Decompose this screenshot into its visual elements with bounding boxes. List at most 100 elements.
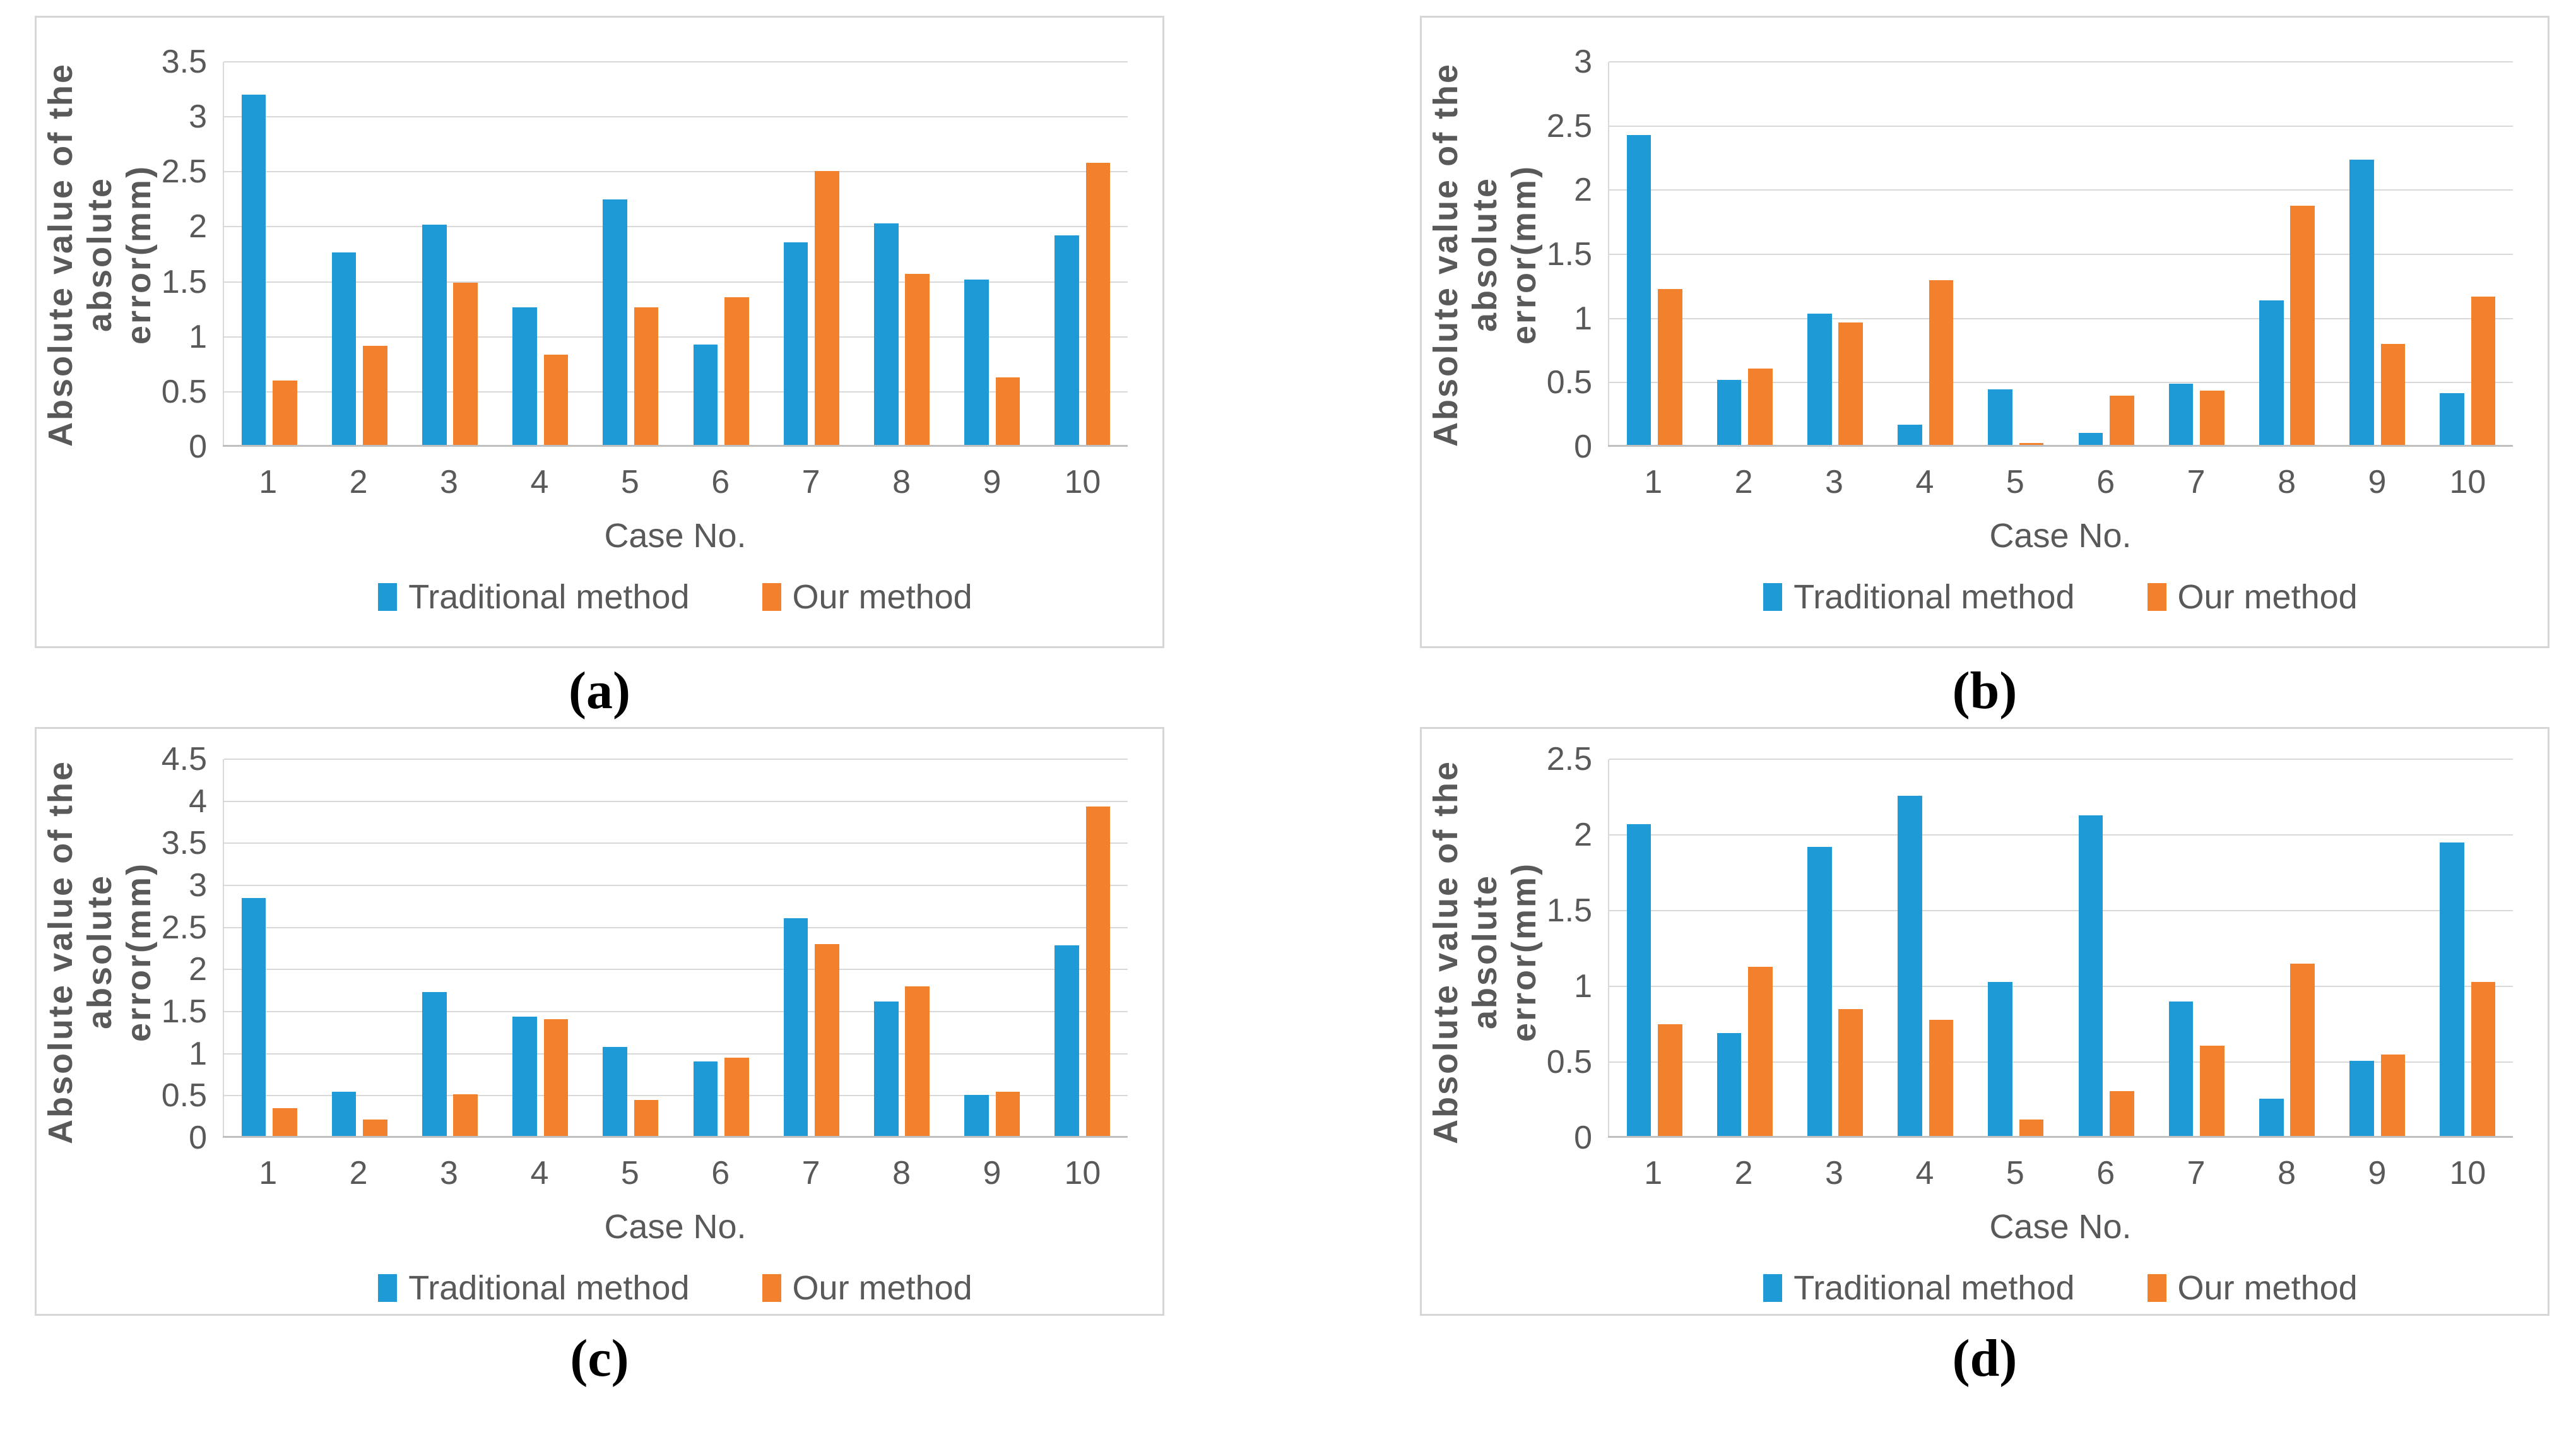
gridline bbox=[1609, 61, 2513, 62]
y-tick-label: 1 bbox=[1574, 300, 1592, 337]
plot-column: 1 2 3 4 5 6 7 8 9 10 Case No. Traditional method Our… bbox=[223, 759, 1128, 1308]
x-tick-label: 6 bbox=[2096, 464, 2115, 500]
bar-our-case-3 bbox=[1838, 1009, 1864, 1136]
chart-panel-b: Absolute value of the absolute error(mm) 3… bbox=[1420, 16, 2549, 648]
y-tick-label: 1.5 bbox=[1546, 892, 1592, 929]
bar-our-case-8 bbox=[905, 274, 930, 445]
x-tick-label: 8 bbox=[2278, 464, 2296, 500]
gridline bbox=[224, 336, 1128, 338]
bar-our-case-9 bbox=[995, 377, 1020, 445]
plot-column: 1 2 3 4 5 6 7 8 9 10 Case No. Traditional method Our… bbox=[223, 61, 1128, 617]
bar-traditional-case-9 bbox=[964, 280, 989, 445]
gridline bbox=[224, 759, 1128, 760]
x-axis-line bbox=[223, 1136, 1128, 1138]
bar-traditional-case-5 bbox=[1988, 389, 2013, 445]
bar-traditional-case-3 bbox=[422, 992, 447, 1136]
y-tick-label: 4.5 bbox=[161, 741, 207, 777]
y-tick-label: 2.5 bbox=[161, 153, 207, 191]
x-axis-title: Case No. bbox=[1989, 517, 2132, 555]
gridline bbox=[224, 842, 1128, 844]
gridline bbox=[1609, 189, 2513, 191]
bar-our-case-3 bbox=[1838, 322, 1864, 445]
x-tick-label: 2 bbox=[1734, 1155, 1753, 1191]
bar-our-case-1 bbox=[272, 1108, 297, 1136]
bar-traditional-case-1 bbox=[241, 898, 266, 1136]
gridline bbox=[1609, 254, 2513, 255]
y-tick-label: 0 bbox=[1574, 428, 1592, 465]
y-axis-title: Absolute value of the absolute error(mm) bbox=[1427, 759, 1543, 1144]
y-tick-label: 1.5 bbox=[161, 993, 207, 1030]
bar-our-case-10 bbox=[2471, 297, 2496, 445]
x-axis-ticks: 1 2 3 4 5 6 7 8 9 10 bbox=[1608, 463, 2513, 500]
bar-our-case-10 bbox=[1085, 806, 1111, 1136]
y-axis-title-line: Absolute value of the absolute bbox=[41, 759, 119, 1144]
bar-our-case-10 bbox=[1085, 163, 1111, 445]
bar-traditional-case-6 bbox=[693, 1061, 718, 1136]
bar-traditional-case-4 bbox=[1898, 425, 1922, 445]
figure-row-top: Absolute value of the absolute error(mm) 3… bbox=[35, 16, 2549, 718]
chart-body: Absolute value of the absolute error(mm) 3… bbox=[42, 44, 1128, 621]
legend: Traditional method Our method bbox=[1608, 577, 2513, 617]
legend-label: Traditional method bbox=[1793, 1269, 2075, 1307]
y-tick-label: 1 bbox=[189, 318, 207, 355]
legend-swatch-icon bbox=[1763, 583, 1783, 611]
legend-item-traditional: Traditional method bbox=[378, 1268, 690, 1308]
bar-our-case-9 bbox=[2380, 344, 2406, 445]
plot-area bbox=[223, 759, 1128, 1138]
x-tick-label: 4 bbox=[1915, 464, 1934, 500]
chart-panel-d: Absolute value of the absolute error(mm) 2… bbox=[1420, 727, 2549, 1316]
y-axis-ticks: 2.5 2 1.5 1 0.5 0 bbox=[1523, 741, 1592, 1156]
bar-traditional-case-3 bbox=[1807, 847, 1832, 1136]
legend-item-traditional: Traditional method bbox=[378, 577, 690, 617]
bar-traditional-case-5 bbox=[603, 1047, 628, 1136]
chart-cell-d: Absolute value of the absolute error(mm) 2… bbox=[1420, 727, 2549, 1385]
y-tick-label: 2 bbox=[1574, 817, 1592, 853]
y-tick-label: 1 bbox=[1574, 968, 1592, 1005]
chart-cell-c: Absolute value of the absolute error(mm) 4… bbox=[35, 727, 1164, 1385]
gridline bbox=[224, 926, 1128, 928]
x-tick-label: 7 bbox=[801, 464, 820, 500]
y-axis-ticks: 3.5 3 2.5 2 1.5 1 0.5 0 bbox=[138, 44, 207, 465]
bar-traditional-case-9 bbox=[964, 1095, 989, 1136]
y-tick-label: 2.5 bbox=[1546, 107, 1592, 145]
legend-item-our: Our method bbox=[2147, 1268, 2358, 1308]
bar-traditional-case-10 bbox=[1055, 945, 1080, 1136]
bar-traditional-case-1 bbox=[241, 95, 266, 445]
bar-our-case-3 bbox=[453, 1094, 478, 1136]
chart-panel-a: Absolute value of the absolute error(mm) 3… bbox=[35, 16, 1164, 648]
y-tick-label: 3.5 bbox=[161, 44, 207, 80]
bar-our-case-4 bbox=[543, 354, 569, 445]
x-tick-label: 2 bbox=[349, 464, 368, 500]
plot-column: 1 2 3 4 5 6 7 8 9 10 Case No. Traditional method Our… bbox=[1608, 759, 2513, 1308]
bar-traditional-case-9 bbox=[2349, 1060, 2374, 1136]
x-axis-ticks: 1 2 3 4 5 6 7 8 9 10 bbox=[1608, 1154, 2513, 1191]
y-tick-label: 1.5 bbox=[1546, 236, 1592, 273]
x-axis-line bbox=[1608, 445, 2513, 447]
y-tick-label: 2 bbox=[189, 951, 207, 988]
y-tick-label: 4 bbox=[189, 783, 207, 820]
gridline bbox=[224, 1053, 1128, 1055]
bar-our-case-6 bbox=[2109, 1090, 2134, 1136]
x-tick-label: 8 bbox=[2278, 1155, 2296, 1191]
bar-our-case-1 bbox=[1657, 288, 1682, 445]
bar-our-case-1 bbox=[1657, 1024, 1682, 1136]
bar-traditional-case-2 bbox=[331, 1091, 357, 1136]
gridline bbox=[224, 884, 1128, 886]
bar-traditional-case-3 bbox=[422, 224, 447, 445]
bar-traditional-case-7 bbox=[783, 242, 808, 445]
bar-our-case-6 bbox=[2109, 395, 2134, 445]
x-tick-label: 5 bbox=[2006, 1155, 2024, 1191]
x-tick-label: 3 bbox=[1825, 464, 1843, 500]
bar-our-case-1 bbox=[272, 381, 297, 445]
y-tick-label: 0 bbox=[189, 428, 207, 465]
bar-our-case-8 bbox=[905, 986, 930, 1136]
y-axis-title-line: Absolute value of the absolute bbox=[1426, 62, 1504, 447]
legend-item-traditional: Traditional method bbox=[1763, 577, 2075, 617]
bar-traditional-case-8 bbox=[2259, 1098, 2284, 1136]
y-tick-label: 0.5 bbox=[1546, 1044, 1592, 1080]
x-tick-label: 5 bbox=[620, 464, 639, 500]
gridline bbox=[224, 1095, 1128, 1097]
bar-our-case-2 bbox=[363, 345, 387, 445]
x-axis-title: Case No. bbox=[1989, 1208, 2132, 1246]
y-tick-label: 0.5 bbox=[1546, 364, 1592, 401]
